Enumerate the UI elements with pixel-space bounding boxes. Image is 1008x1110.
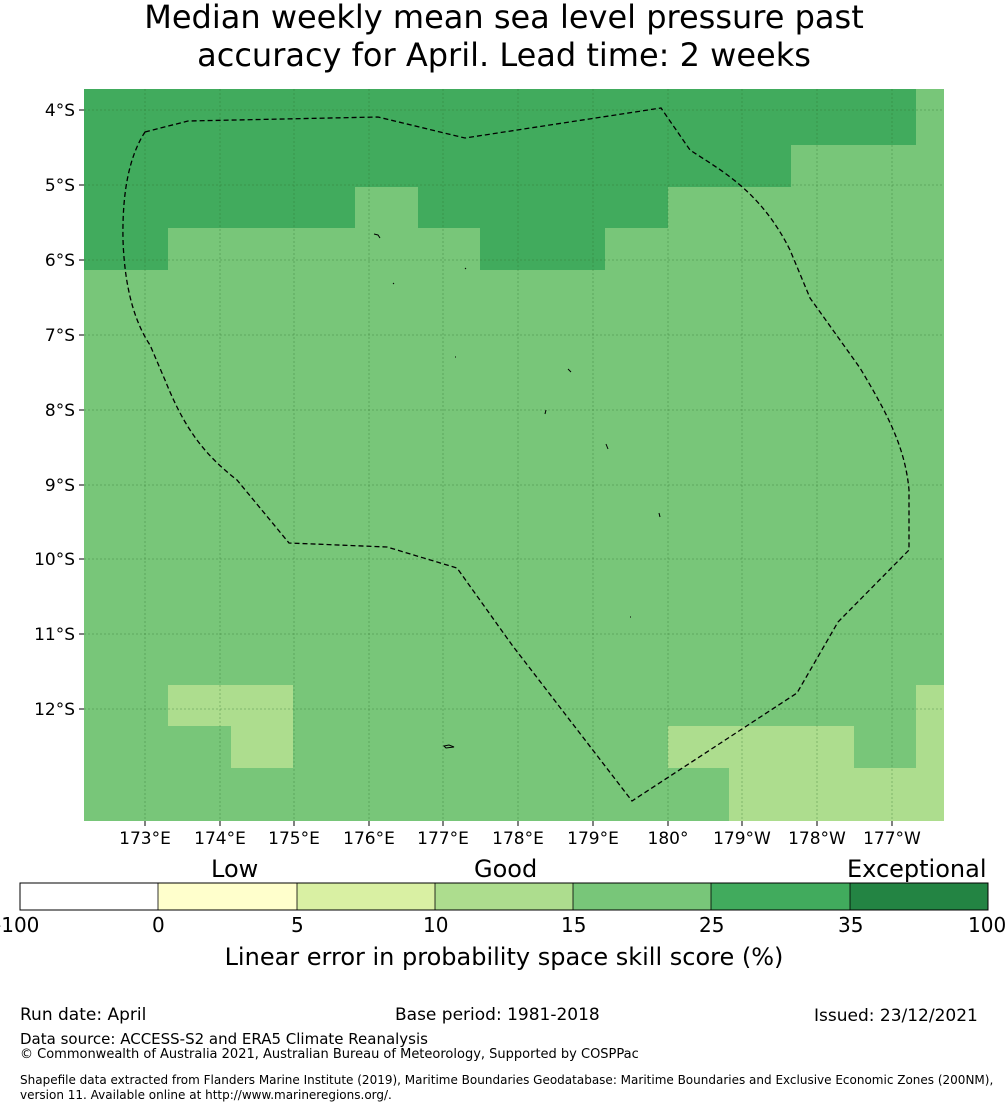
skill-cell bbox=[418, 187, 668, 228]
skill-cell bbox=[84, 145, 791, 187]
colorbar-segment bbox=[850, 883, 988, 910]
lon-label: 177°W bbox=[863, 829, 921, 849]
island bbox=[658, 512, 661, 518]
eez-boundary bbox=[122, 107, 910, 802]
colorbar-segment bbox=[435, 883, 573, 910]
lon-label: 178°E bbox=[492, 829, 544, 849]
island bbox=[544, 409, 547, 415]
colorbar-segment bbox=[158, 883, 297, 910]
lon-label: 179°W bbox=[713, 829, 771, 849]
skill-cell bbox=[84, 89, 916, 145]
lat-label: 9°S bbox=[45, 476, 75, 496]
lon-label: 178°W bbox=[788, 829, 846, 849]
colorbar-tick: 100 bbox=[968, 913, 1007, 937]
colorbar-outline bbox=[19, 882, 989, 911]
lon-label: 179°E bbox=[567, 829, 619, 849]
map-panel bbox=[84, 89, 944, 821]
skill-cell bbox=[916, 685, 944, 821]
map-gridlines bbox=[84, 89, 944, 821]
lat-label: 12°S bbox=[34, 700, 75, 720]
colorbar-tick: 10 bbox=[423, 913, 449, 937]
colorbar-tick: -100 bbox=[0, 913, 40, 937]
island bbox=[373, 233, 381, 239]
shapefile-credit-line-2: version 11. Available online at http://w… bbox=[20, 1088, 392, 1102]
lat-labels: 4°S 5°S 6°S 7°S 8°S 9°S 10°S 11°S 12°S bbox=[34, 101, 75, 720]
lon-label: 180° bbox=[648, 829, 689, 849]
lat-label: 4°S bbox=[45, 101, 75, 121]
colorbar-segment bbox=[573, 883, 711, 910]
skill-cell bbox=[84, 187, 355, 228]
lat-tick-marks bbox=[79, 109, 84, 710]
skill-region-25-35 bbox=[84, 89, 916, 270]
lat-label: 6°S bbox=[45, 251, 75, 271]
lat-label: 10°S bbox=[34, 550, 75, 570]
lon-label: 177°E bbox=[417, 829, 469, 849]
lat-label: 8°S bbox=[45, 401, 75, 421]
colorbar-label-good: Good bbox=[474, 855, 538, 883]
map-title-line-1: Median weekly mean sea level pressure pa… bbox=[144, 0, 864, 36]
skill-cell bbox=[668, 726, 854, 768]
lat-label: 11°S bbox=[34, 625, 75, 645]
run-date: Run date: April bbox=[20, 1005, 147, 1025]
lon-labels: 173°E 174°E 175°E 176°E 177°E 178°E 179°… bbox=[119, 829, 921, 849]
shapefile-credit-line-1: Shapefile data extracted from Flanders M… bbox=[20, 1073, 994, 1087]
skill-cell bbox=[231, 726, 293, 768]
colorbar bbox=[19, 882, 989, 911]
colorbar-label-low: Low bbox=[211, 855, 259, 883]
islands bbox=[373, 233, 661, 749]
colorbar-segment bbox=[20, 883, 158, 910]
lon-label: 173°E bbox=[119, 829, 171, 849]
issued-date: Issued: 23/12/2021 bbox=[814, 1006, 978, 1026]
island bbox=[464, 267, 467, 270]
lon-label: 174°E bbox=[194, 829, 246, 849]
colorbar-tick: 5 bbox=[291, 913, 304, 937]
island bbox=[605, 443, 609, 450]
data-source: Data source: ACCESS-S2 and ERA5 Climate … bbox=[20, 1030, 428, 1048]
lon-tick-marks bbox=[144, 821, 893, 826]
skill-cell bbox=[168, 685, 293, 726]
skill-cell bbox=[84, 228, 168, 270]
lon-label: 175°E bbox=[268, 829, 320, 849]
island bbox=[392, 282, 395, 285]
colorbar-segment bbox=[711, 883, 850, 910]
island bbox=[567, 368, 572, 373]
skill-region-10-15 bbox=[168, 685, 944, 821]
colorbar-segment bbox=[297, 883, 435, 910]
colorbar-tick: 0 bbox=[152, 913, 165, 937]
colorbar-title: Linear error in probability space skill … bbox=[224, 943, 784, 971]
lat-label: 7°S bbox=[45, 326, 75, 346]
colorbar-tick: 35 bbox=[838, 913, 864, 937]
colorbar-label-exceptional: Exceptional bbox=[847, 855, 987, 883]
lat-label: 5°S bbox=[45, 176, 75, 196]
lon-label: 176°E bbox=[343, 829, 395, 849]
colorbar-tick: 25 bbox=[699, 913, 725, 937]
skill-cell bbox=[729, 768, 944, 821]
island bbox=[442, 744, 455, 749]
copyright-notice: © Commonwealth of Australia 2021, Austra… bbox=[20, 1047, 639, 1062]
base-period: Base period: 1981-2018 bbox=[395, 1005, 600, 1025]
map-title-line-2: accuracy for April. Lead time: 2 weeks bbox=[197, 36, 811, 74]
skill-cell bbox=[480, 228, 605, 270]
colorbar-tick: 15 bbox=[561, 913, 587, 937]
